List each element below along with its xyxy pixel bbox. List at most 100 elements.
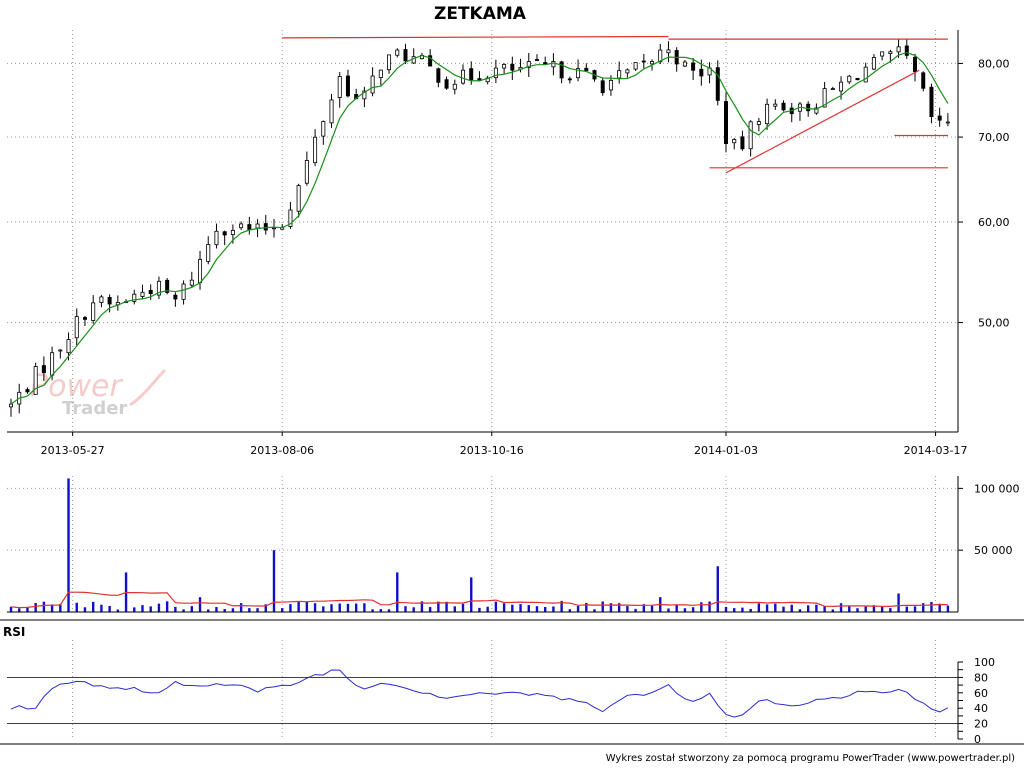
volume-bar	[790, 604, 793, 612]
candle-body	[699, 68, 704, 77]
candle-body	[806, 103, 811, 112]
volume-bar	[420, 601, 424, 612]
footer-credit: Wykres został stworzony za pomocą progra…	[606, 753, 1015, 764]
volume-bar	[165, 601, 169, 612]
price-tick-label: 80,00	[978, 57, 1010, 70]
volume-bar	[141, 605, 144, 612]
volume-bar	[634, 608, 637, 612]
candle-body	[198, 259, 203, 284]
volume-bar	[313, 603, 317, 612]
candle-body	[8, 403, 13, 408]
volume-bar	[782, 606, 785, 612]
volume-bar	[437, 601, 440, 612]
candle-body	[288, 209, 293, 227]
volume-bar	[198, 597, 202, 612]
volume-bar	[741, 607, 744, 612]
volume-bar	[297, 601, 300, 612]
candle-body	[510, 63, 515, 71]
candle-body	[370, 75, 375, 94]
volume-bar	[453, 606, 456, 612]
candle-body	[461, 69, 466, 84]
volume-bar	[568, 609, 572, 612]
volume-bar	[346, 603, 350, 612]
candle-body	[748, 121, 753, 150]
volume-bar	[511, 604, 514, 612]
candle-body	[230, 229, 235, 235]
volume-bar	[379, 609, 383, 612]
candle-body	[855, 77, 860, 81]
candle-body	[847, 75, 852, 83]
rsi-line	[10, 669, 949, 718]
volume-bar	[371, 609, 374, 612]
volume-bar	[412, 607, 415, 612]
candle-body	[937, 115, 942, 121]
candle-body	[41, 365, 46, 374]
candle-body	[641, 60, 646, 63]
volume-bar	[116, 609, 120, 612]
candle-body	[313, 136, 318, 164]
candle-body	[469, 68, 474, 81]
volume-bar	[157, 603, 161, 612]
candle-body	[740, 136, 745, 150]
candle-body	[485, 77, 490, 83]
x-tick-label: 2014-03-17	[904, 444, 968, 457]
rsi-tick-label: 0	[974, 733, 981, 746]
volume-bar	[650, 605, 654, 612]
powertrader-watermark: Power Trader	[30, 368, 167, 419]
volume-bar	[922, 603, 925, 612]
volume-bar	[231, 608, 235, 612]
candle-body	[140, 291, 145, 297]
volume-bar	[149, 606, 152, 612]
candle-body	[58, 349, 63, 352]
price-panel	[8, 39, 950, 417]
rsi-tick-label: 80	[974, 671, 988, 684]
grid	[7, 30, 958, 739]
candle-body	[814, 107, 819, 114]
trend-line-uptrend	[725, 69, 920, 174]
volume-bar	[839, 603, 843, 612]
candle-body	[107, 296, 112, 305]
volume-bar	[527, 605, 530, 612]
rsi-tick-label: 20	[974, 718, 988, 731]
volume-bar	[83, 607, 87, 612]
volume-bar	[716, 566, 719, 612]
candle-body	[337, 76, 342, 98]
volume-bar	[897, 593, 900, 612]
candle-body	[691, 62, 696, 71]
volume-bar	[387, 609, 391, 612]
moving-average-line	[10, 51, 949, 405]
candle-body	[781, 102, 786, 111]
candle-body	[559, 61, 564, 79]
volume-bar	[289, 604, 292, 612]
candle-body	[362, 90, 367, 100]
candle-body	[436, 68, 441, 83]
candle-body	[206, 244, 211, 262]
candle-body	[929, 86, 934, 118]
candle-body	[921, 72, 926, 89]
volume-bar	[848, 606, 851, 612]
volume-bar	[396, 572, 399, 612]
moving-average	[10, 51, 949, 405]
volume-bar	[774, 603, 777, 612]
volume-tick-label: 100 000	[974, 482, 1020, 495]
candle-body	[321, 121, 326, 137]
trend-line-resistance	[282, 35, 669, 39]
volume-bar	[100, 604, 103, 612]
volume-bar	[91, 601, 95, 612]
volume-bar	[50, 604, 54, 612]
volume-bar	[617, 603, 621, 612]
volume-bar	[34, 602, 37, 612]
candle-body	[502, 64, 507, 69]
candle-body	[444, 79, 449, 89]
volume-bar	[700, 602, 703, 612]
watermark-line-2: Trader	[62, 398, 127, 419]
volume-bar	[856, 608, 859, 612]
volume-bar	[930, 601, 933, 612]
volume-bar	[831, 609, 835, 612]
volume-bar	[256, 608, 259, 612]
candle-body	[625, 69, 630, 74]
volume-bar	[757, 603, 761, 612]
rsi-panel-label: RSI	[3, 625, 25, 639]
volume-bar	[330, 604, 333, 612]
